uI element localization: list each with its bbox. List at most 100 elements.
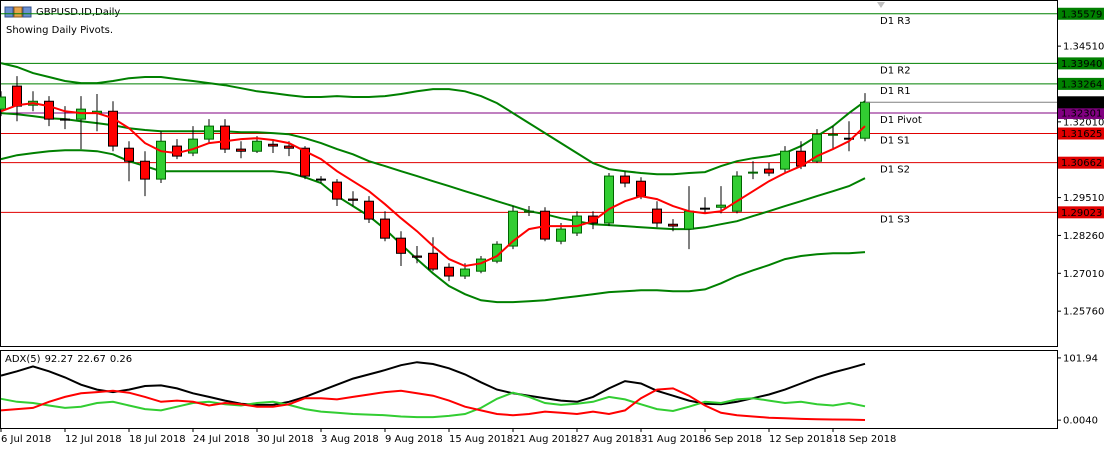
icon-part bbox=[22, 6, 32, 18]
indicator-line bbox=[0, 387, 866, 421]
x-tick-label: 6 Jul 2018 bbox=[1, 434, 51, 445]
indicator-value: 22.67 bbox=[77, 354, 106, 365]
indicator-value: 0.26 bbox=[110, 354, 132, 365]
x-tick-label: 27 Aug 2018 bbox=[577, 434, 641, 445]
main-panel bbox=[0, 0, 1058, 347]
candle-body bbox=[44, 100, 54, 120]
x-tick-label: 30 Jul 2018 bbox=[257, 434, 314, 445]
candle-body bbox=[300, 147, 310, 177]
candle-body bbox=[348, 198, 358, 201]
pivot-price-box bbox=[1058, 57, 1104, 70]
band-line bbox=[0, 112, 866, 231]
pivot-name: D1 R2 bbox=[880, 65, 911, 76]
indicator-panel bbox=[0, 350, 1058, 429]
candle-body bbox=[268, 143, 278, 147]
pivot-price-box bbox=[1058, 7, 1104, 20]
symbol-icon bbox=[4, 6, 32, 18]
candle-body bbox=[764, 168, 774, 174]
candle-body bbox=[444, 266, 454, 277]
candle-body bbox=[524, 210, 534, 213]
y-tick-label: 1.25760 bbox=[1063, 307, 1104, 318]
candle-body bbox=[284, 145, 294, 149]
x-tick-label: 12 Jul 2018 bbox=[65, 434, 122, 445]
candle-body bbox=[604, 175, 614, 224]
x-tick-label: 24 Jul 2018 bbox=[193, 434, 250, 445]
candle-body bbox=[716, 204, 726, 208]
candle-body bbox=[620, 175, 630, 184]
pivot-price-label: 1.33940 bbox=[1061, 59, 1102, 70]
pivot-price-label: 1.30662 bbox=[1061, 158, 1102, 169]
last-price-box bbox=[1058, 96, 1104, 109]
indicator-title: ADX(5) bbox=[5, 354, 41, 365]
candle-body bbox=[732, 175, 742, 212]
indicator-value: 92.27 bbox=[45, 354, 74, 365]
x-tick-label: 9 Aug 2018 bbox=[385, 434, 443, 445]
candle-body bbox=[172, 145, 182, 157]
candle-body bbox=[364, 200, 374, 220]
candle-body bbox=[668, 223, 678, 227]
x-tick-label: 31 Aug 2018 bbox=[641, 434, 705, 445]
candle-body bbox=[476, 258, 486, 272]
pivot-price-label: 1.31625 bbox=[1061, 129, 1102, 140]
candle-body bbox=[700, 207, 710, 210]
y-tick-label: 1.27010 bbox=[1063, 269, 1104, 280]
candle-body bbox=[60, 118, 70, 121]
candle-body bbox=[652, 208, 662, 224]
y-tick-label: 1.29510 bbox=[1063, 193, 1104, 204]
x-tick-label: 12 Sep 2018 bbox=[769, 434, 832, 445]
pivot-price-box bbox=[1058, 206, 1104, 219]
candle-body bbox=[812, 133, 822, 162]
candle-body bbox=[428, 252, 438, 270]
candle-body bbox=[204, 125, 214, 140]
moving-average-line bbox=[0, 102, 866, 268]
pivot-price-label: 1.29023 bbox=[1061, 208, 1102, 219]
x-tick-label: 21 Aug 2018 bbox=[513, 434, 577, 445]
candle-body bbox=[108, 110, 118, 147]
x-tick-label: 18 Sep 2018 bbox=[833, 434, 896, 445]
candle-body bbox=[316, 178, 326, 181]
pivot-name: D1 S1 bbox=[880, 136, 910, 147]
pivot-price-box bbox=[1058, 156, 1104, 169]
indicator-label: ADX(5) 92.27 22.67 0.26 bbox=[5, 354, 132, 365]
candle-body bbox=[460, 268, 470, 277]
candle-body bbox=[380, 218, 390, 239]
candle-body bbox=[588, 215, 598, 224]
pivot-price-box bbox=[1058, 77, 1104, 90]
candle-body bbox=[508, 210, 518, 247]
y-tick-label: 1.28260 bbox=[1063, 231, 1104, 242]
candle-body bbox=[844, 137, 854, 140]
candle-body bbox=[556, 228, 566, 242]
icon-part bbox=[13, 6, 23, 18]
indicator-y-tick-label: 101.94 bbox=[1063, 353, 1098, 364]
candle-body bbox=[828, 133, 838, 136]
candle-body bbox=[780, 150, 790, 170]
indicator-line bbox=[0, 391, 866, 419]
pivot-price-label: 1.32301 bbox=[1061, 109, 1102, 120]
pivot-price-label: 1.35579 bbox=[1061, 9, 1102, 20]
pivot-price-label: 1.33264 bbox=[1061, 79, 1102, 90]
shift-marker bbox=[877, 2, 885, 8]
icon-part bbox=[4, 6, 14, 18]
y-tick-label: 1.32010 bbox=[1063, 117, 1104, 128]
candle-body bbox=[396, 237, 406, 254]
pivot-price-box bbox=[1058, 127, 1104, 140]
candle-body bbox=[140, 160, 150, 180]
x-tick-label: 15 Aug 2018 bbox=[449, 434, 513, 445]
chart-subtitle: Showing Daily Pivots. bbox=[6, 25, 113, 36]
x-tick-label: 18 Jul 2018 bbox=[129, 434, 186, 445]
candle-body bbox=[636, 180, 646, 197]
last-price-label: 1.32656 bbox=[1061, 98, 1102, 109]
x-tick-label: 6 Sep 2018 bbox=[705, 434, 762, 445]
indicator-line bbox=[0, 361, 866, 406]
pivot-name: D1 R3 bbox=[880, 16, 911, 27]
candle-body bbox=[220, 125, 230, 150]
candle-body bbox=[188, 138, 198, 154]
candle-body bbox=[332, 181, 342, 200]
y-tick-label: 1.34510 bbox=[1063, 42, 1104, 53]
band-line bbox=[0, 62, 866, 176]
pivot-name: D1 Pivot bbox=[880, 115, 922, 126]
candle-body bbox=[684, 210, 694, 230]
candle-body bbox=[76, 108, 86, 120]
pivot-price-box bbox=[1058, 107, 1104, 120]
